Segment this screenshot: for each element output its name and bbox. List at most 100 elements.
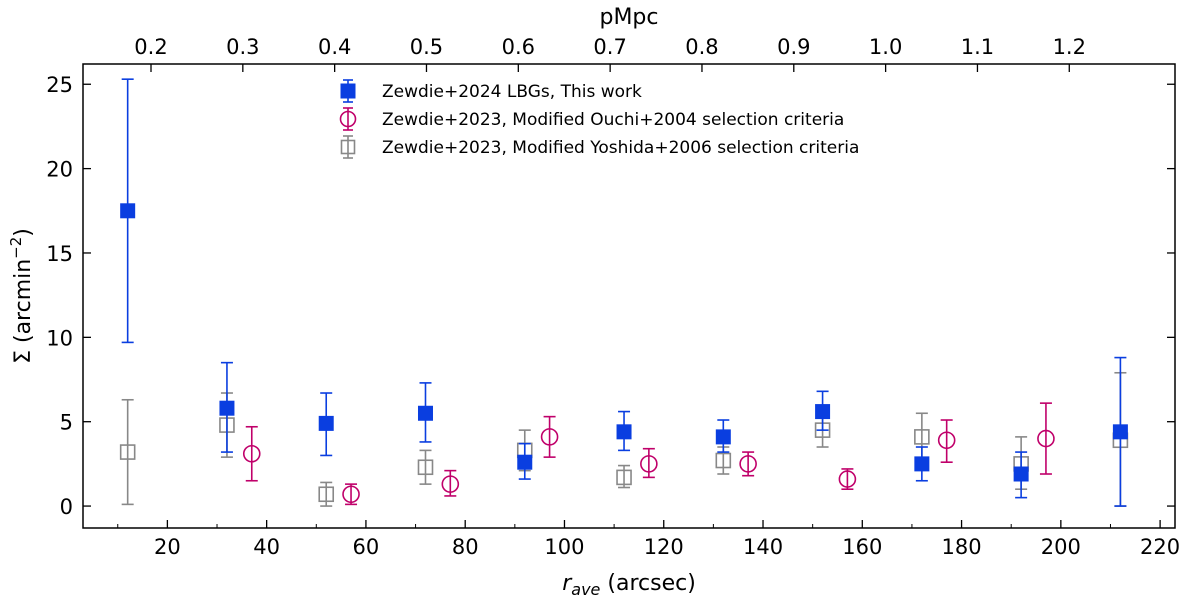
y-tick-label: 15 [46,242,73,266]
x-tick-label: 200 [1041,535,1081,559]
marker [340,139,356,155]
data-point [838,468,857,490]
x-tick-label: 80 [452,535,479,559]
top-tick-label: 0.7 [593,35,626,59]
legend-label: Zewdie+2023, Modified Yoshida+2006 selec… [382,138,859,158]
top-tick-label: 0.2 [134,35,167,59]
data-point [815,390,831,431]
marker [616,469,632,486]
x-tick-label: 100 [544,535,584,559]
x-axis-title-main: r [562,571,573,596]
data-point [417,382,433,443]
x-axis-title-unit: (arcsec) [600,571,695,596]
data-point [342,483,360,506]
x-axis-title-sub: ave [571,580,600,599]
top-tick-label: 0.6 [502,35,535,59]
data-point [715,419,731,453]
marker [318,486,335,503]
data-point [540,415,559,458]
legend-entry-0: Zewdie+2024 LBGs, This work [340,79,642,103]
marker [120,203,136,219]
marker [340,83,356,99]
marker [441,475,460,493]
legend-label: Zewdie+2023, Modified Ouchi+2004 selecti… [382,110,844,130]
data-point [914,446,930,482]
x-tick-label: 20 [154,535,181,559]
marker [417,459,434,476]
marker [715,429,731,445]
legend-entry-2: Zewdie+2023, Modified Yoshida+2006 selec… [340,135,859,159]
y-axis-title-close: ) [11,228,36,237]
marker [640,455,658,473]
plot-frame [82,63,1176,529]
data-point [640,447,658,479]
marker [1112,424,1128,440]
y-tick-label: 10 [46,326,73,350]
series-1 [242,402,1055,506]
top-tick-label: 1.1 [961,35,994,59]
marker [914,429,930,445]
marker [318,415,334,431]
marker [540,428,559,446]
marker [242,444,261,463]
x-axis-title: rave (arcsec) [562,571,696,599]
y-tick-label: 5 [60,411,73,435]
data-point [417,449,434,485]
data-point [119,398,136,506]
x-tick-label: 140 [743,535,783,559]
data-point [616,410,632,452]
marker [616,424,632,440]
series-0 [120,78,1128,507]
marker [715,452,732,469]
x-tick-label: 180 [942,535,982,559]
marker [517,454,533,470]
marker [119,444,136,460]
data-point [318,392,334,457]
marker [815,404,831,420]
data-point [937,419,956,463]
y-axis-title-exp: −2 [7,237,25,259]
top-tick-label: 0.5 [410,35,443,59]
x-tick-label: 220 [1140,535,1180,559]
top-tick-label: 0.3 [226,35,259,59]
marker [1013,466,1029,482]
top-tick-label: 1.0 [869,35,902,59]
top-axis-title: pMpc [599,5,658,30]
marker [739,455,757,473]
y-tick-label: 25 [46,73,73,97]
legend-entry-1: Zewdie+2023, Modified Ouchi+2004 selecti… [339,107,844,131]
top-tick-label: 1.2 [1053,35,1086,59]
marker [339,110,357,128]
data-point [120,78,136,344]
marker [417,405,433,421]
marker [937,431,956,450]
top-tick-label: 0.4 [318,35,351,59]
marker [219,400,235,416]
top-tick-label: 0.8 [685,35,718,59]
data-point [1037,402,1055,475]
x-tick-label: 120 [644,535,684,559]
marker [838,470,857,488]
y-axis-title: Σ (arcmin−2) [7,228,36,364]
marker [1037,429,1055,448]
data-point [318,481,335,507]
data-point [1013,451,1029,499]
x-tick-label: 160 [842,535,882,559]
y-axis-title-main: Σ (arcmin [11,259,36,364]
y-tick-label: 0 [60,495,73,519]
x-tick-label: 60 [353,535,380,559]
x-tick-label: 40 [253,535,280,559]
data-point [517,442,533,480]
data-point [739,451,757,477]
data-point [441,469,460,497]
marker [342,485,360,504]
data-point [1112,356,1128,507]
y-tick-label: 20 [46,158,73,182]
data-point [219,361,235,453]
top-tick-label: 0.9 [777,35,810,59]
data-point [242,425,261,482]
data-point [616,464,632,489]
marker [914,456,930,472]
legend-label: Zewdie+2024 LBGs, This work [382,82,642,102]
